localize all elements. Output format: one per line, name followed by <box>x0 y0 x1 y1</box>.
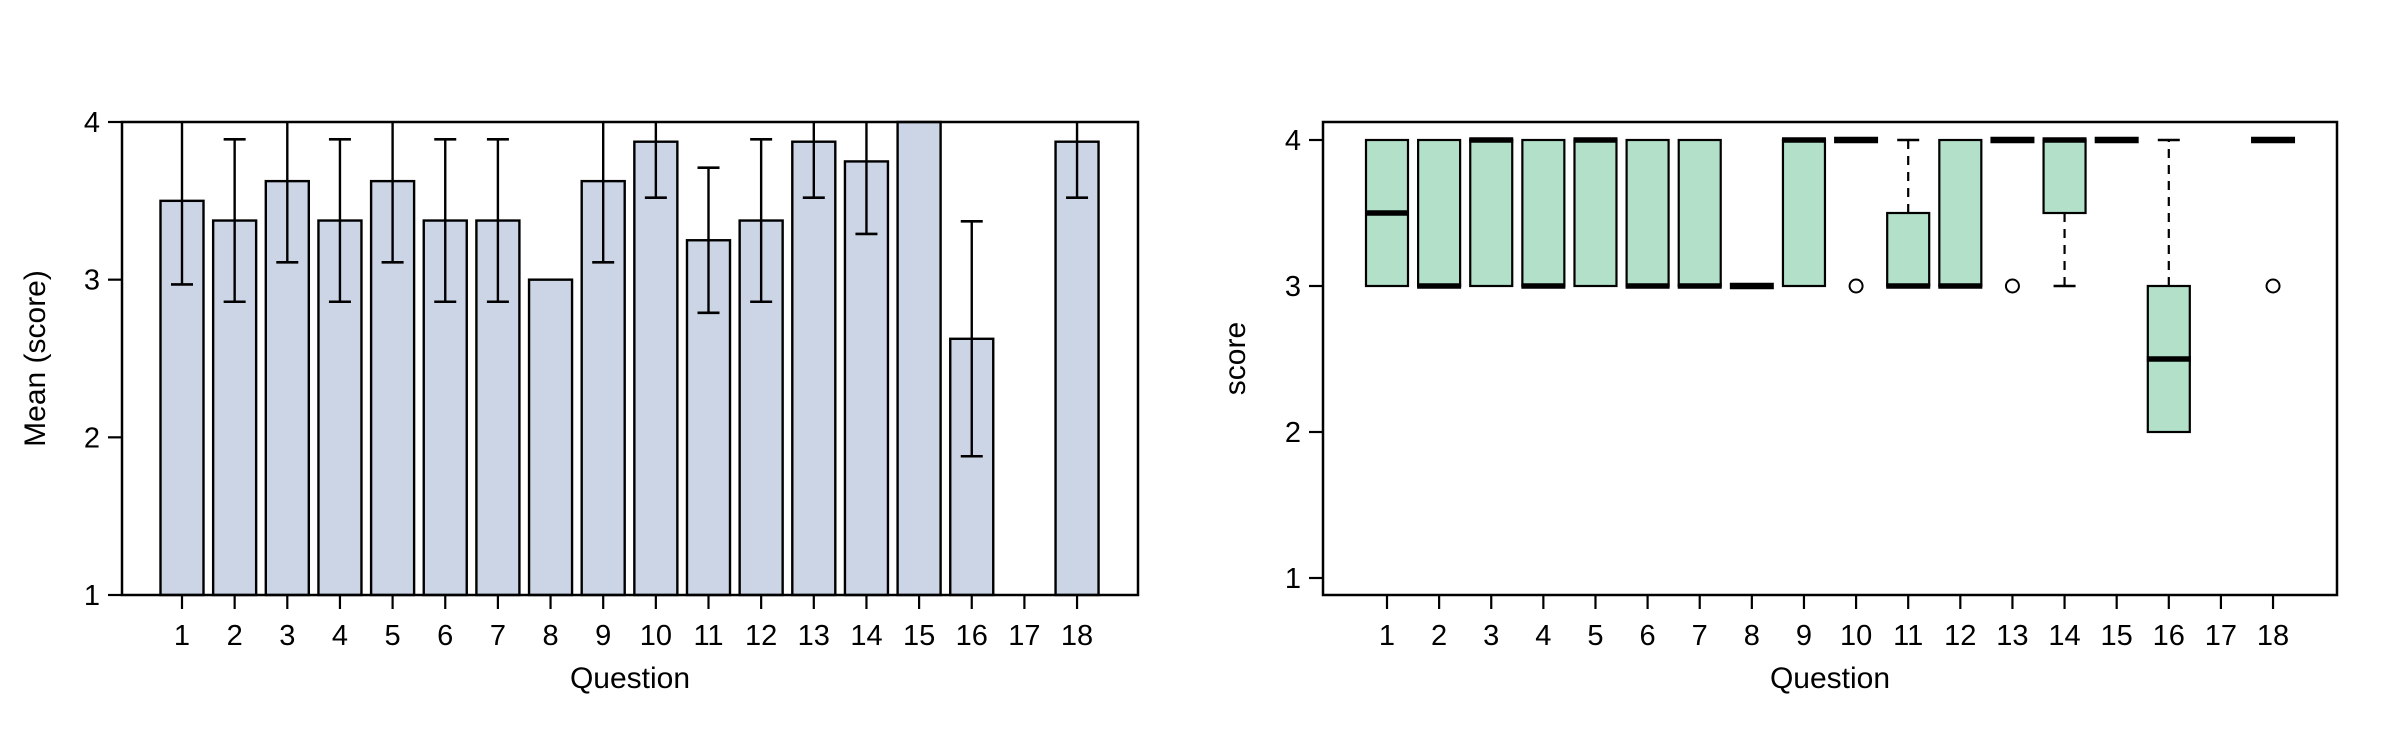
x-tick-label-8: 8 <box>542 620 558 652</box>
x-tick-label-7: 7 <box>1692 620 1708 652</box>
x-tick-label-6: 6 <box>1640 620 1656 652</box>
bar-q18 <box>1054 140 1100 597</box>
x-tick-label-10: 10 <box>640 620 672 652</box>
x-axis-title: Question <box>1770 662 1890 695</box>
x-tick-label-1: 1 <box>1379 620 1395 652</box>
x-tick-label-18: 18 <box>2257 620 2289 652</box>
x-tick-label-2: 2 <box>227 620 243 652</box>
x-tick-label-3: 3 <box>1483 620 1499 652</box>
x-tick-label-14: 14 <box>850 620 882 652</box>
x-tick-label-13: 13 <box>1996 620 2028 652</box>
y-tick-label-2: 2 <box>1285 417 1301 449</box>
outlier-q10-1 <box>1848 278 1864 294</box>
x-tick-label-3: 3 <box>279 620 295 652</box>
x-tick-label-12: 12 <box>1944 620 1976 652</box>
box-q3 <box>1469 138 1514 288</box>
x-tick-label-10: 10 <box>1840 620 1872 652</box>
box-q9 <box>1781 138 1827 288</box>
x-tick-label-7: 7 <box>490 620 506 652</box>
x-tick-label-9: 9 <box>1796 620 1812 652</box>
bar-chart: 1 2 3 4 5 6 7 8 9 10 11 12 13 14 15 16 17 181234QuestionM… <box>19 107 1140 695</box>
box-q4 <box>1521 138 1566 288</box>
box-q14 <box>2042 138 2087 215</box>
bar-q10 <box>633 140 679 597</box>
x-tick-label-11: 11 <box>693 620 723 652</box>
box-q2 <box>1417 138 1462 288</box>
y-axis-title: score <box>1219 322 1252 395</box>
x-tick-label-16: 16 <box>956 620 988 652</box>
y-tick-label-2: 2 <box>84 422 100 454</box>
x-tick-label-14: 14 <box>2048 620 2080 652</box>
box-q6 <box>1625 138 1670 288</box>
x-tick-label-9: 9 <box>595 620 611 652</box>
y-tick-label-4: 4 <box>84 107 100 139</box>
bar-q13 <box>791 140 837 597</box>
outlier-q13-1 <box>2004 278 2020 294</box>
x-tick-label-2: 2 <box>1431 620 1447 652</box>
box-q5 <box>1573 138 1618 288</box>
y-tick-label-1: 1 <box>1285 563 1301 595</box>
x-tick-label-15: 15 <box>903 620 935 652</box>
box-q7 <box>1677 138 1722 288</box>
x-tick-label-1: 1 <box>174 620 190 652</box>
x-tick-label-8: 8 <box>1744 620 1760 652</box>
x-tick-label-13: 13 <box>798 620 830 652</box>
x-tick-label-4: 4 <box>1535 620 1551 652</box>
bar-q8 <box>527 278 574 597</box>
x-tick-label-11: 11 <box>1893 620 1923 652</box>
outlier-q18-1 <box>2265 278 2281 294</box>
x-tick-label-16: 16 <box>2153 620 2185 652</box>
x-tick-label-17: 17 <box>1008 620 1040 652</box>
y-tick-label-1: 1 <box>84 580 100 612</box>
x-tick-label-6: 6 <box>437 620 453 652</box>
y-tick-label-4: 4 <box>1285 125 1301 157</box>
bar-q15 <box>896 120 942 597</box>
bar-q4 <box>317 219 363 597</box>
box-q12 <box>1938 138 1983 288</box>
x-tick-label-18: 18 <box>1061 620 1093 652</box>
x-tick-label-5: 5 <box>1587 620 1603 652</box>
y-axis-title: Mean (score) <box>19 270 52 447</box>
box-plot: 1 2 3 4 5 6 7 8 9 10 11 12 13 14 15 16 17 181234Questions… <box>1219 120 2339 695</box>
y-tick-label-3: 3 <box>84 265 100 297</box>
x-tick-label-12: 12 <box>745 620 777 652</box>
y-tick-label-3: 3 <box>1285 271 1301 303</box>
x-tick-label-17: 17 <box>2205 620 2237 652</box>
plot-frame <box>120 120 1140 597</box>
plot-frame <box>1321 120 2339 597</box>
x-tick-label-5: 5 <box>385 620 401 652</box>
box-q11 <box>1886 211 1931 288</box>
x-tick-label-4: 4 <box>332 620 348 652</box>
x-tick-label-15: 15 <box>2101 620 2133 652</box>
x-axis-title: Question <box>570 662 690 695</box>
